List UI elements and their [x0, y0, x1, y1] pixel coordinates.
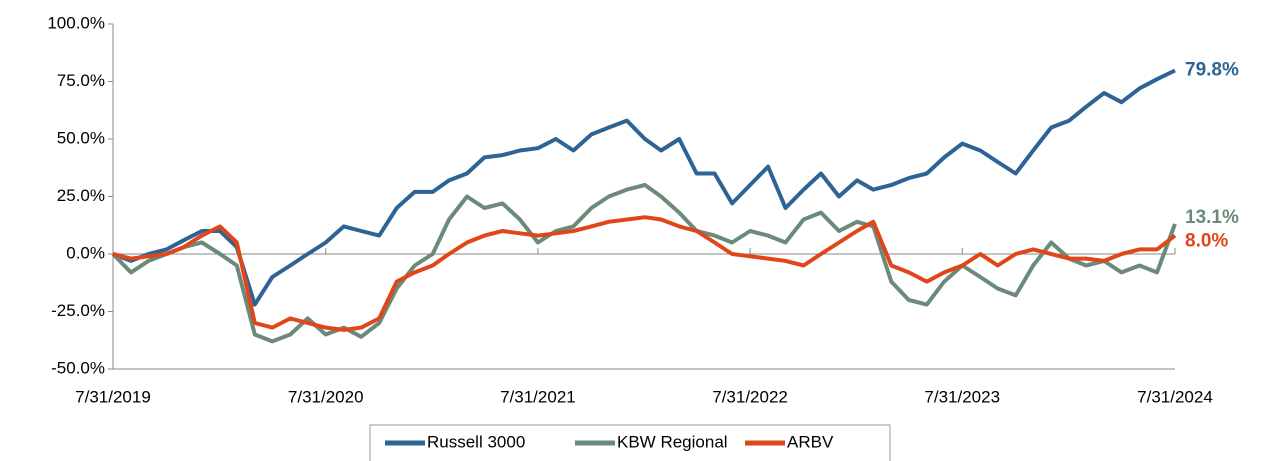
legend-box	[369, 424, 891, 461]
y-tick-label: -25.0%	[51, 301, 105, 320]
legend-label: KBW Regional	[617, 432, 728, 451]
series-line	[112, 68, 1176, 307]
y-tick-label: 100.0%	[47, 13, 105, 32]
y-tick-label: 0.0%	[66, 243, 105, 262]
x-tick-label: 7/31/2024	[1137, 387, 1213, 406]
x-tick-label: 7/31/2023	[924, 387, 1000, 406]
series-line	[111, 183, 1177, 344]
legend-label: ARBV	[787, 432, 834, 451]
y-tick-label: 50.0%	[57, 128, 105, 147]
x-tick-label: 7/31/2022	[712, 387, 788, 406]
end-label: 8.0%	[1185, 231, 1228, 252]
x-tick-label: 7/31/2019	[75, 387, 151, 406]
x-tick-label: 7/31/2021	[500, 387, 576, 406]
x-tick-label: 7/31/2020	[288, 387, 364, 406]
legend-label: Russell 3000	[427, 432, 525, 451]
end-label: 79.8%	[1185, 59, 1239, 80]
y-tick-label: -50.0%	[51, 358, 105, 377]
end-label: 13.1%	[1185, 207, 1239, 228]
y-tick-label: 75.0%	[57, 71, 105, 90]
series-line	[112, 215, 1177, 332]
y-tick-label: 25.0%	[57, 186, 105, 205]
